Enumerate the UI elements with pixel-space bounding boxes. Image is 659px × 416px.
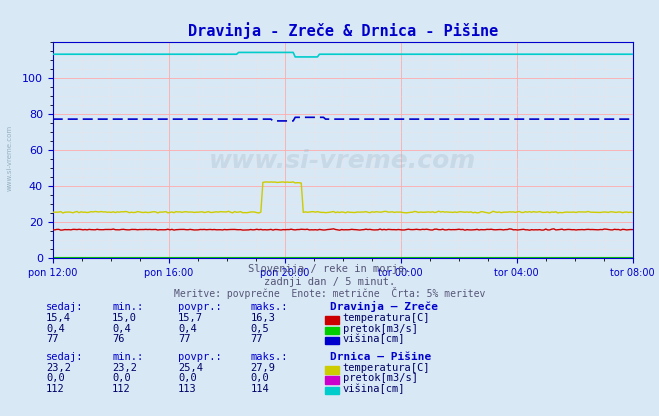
Text: Meritve: povprečne  Enote: metrične  Črta: 5% meritev: Meritve: povprečne Enote: metrične Črta:…: [174, 287, 485, 300]
Text: 23,2: 23,2: [112, 363, 137, 373]
Text: 15,0: 15,0: [112, 313, 137, 323]
Text: min.:: min.:: [112, 352, 143, 362]
Text: višina[cm]: višina[cm]: [343, 334, 405, 344]
Text: 25,4: 25,4: [178, 363, 203, 373]
Text: temperatura[C]: temperatura[C]: [343, 313, 430, 323]
Text: sedaj:: sedaj:: [46, 302, 84, 312]
Text: 0,0: 0,0: [250, 374, 269, 384]
Text: 0,4: 0,4: [112, 324, 130, 334]
Text: maks.:: maks.:: [250, 302, 288, 312]
Text: 0,5: 0,5: [250, 324, 269, 334]
Text: sedaj:: sedaj:: [46, 352, 84, 362]
Text: pretok[m3/s]: pretok[m3/s]: [343, 324, 418, 334]
Text: 77: 77: [46, 334, 59, 344]
Text: povpr.:: povpr.:: [178, 352, 221, 362]
Text: višina[cm]: višina[cm]: [343, 384, 405, 394]
Text: 0,0: 0,0: [178, 374, 196, 384]
Text: pretok[m3/s]: pretok[m3/s]: [343, 374, 418, 384]
Text: 112: 112: [46, 384, 65, 394]
Text: min.:: min.:: [112, 302, 143, 312]
Text: 23,2: 23,2: [46, 363, 71, 373]
Text: 113: 113: [178, 384, 196, 394]
Text: Dravinja – Zreče: Dravinja – Zreče: [330, 301, 438, 312]
Text: 112: 112: [112, 384, 130, 394]
Text: 0,4: 0,4: [178, 324, 196, 334]
Text: povpr.:: povpr.:: [178, 302, 221, 312]
Text: 15,7: 15,7: [178, 313, 203, 323]
Text: Drnica – Pišine: Drnica – Pišine: [330, 352, 431, 362]
Text: 0,0: 0,0: [112, 374, 130, 384]
Text: www.si-vreme.com: www.si-vreme.com: [7, 125, 13, 191]
Text: 76: 76: [112, 334, 125, 344]
Text: 27,9: 27,9: [250, 363, 275, 373]
Text: Slovenija / reke in morje.: Slovenija / reke in morje.: [248, 265, 411, 275]
Text: 0,4: 0,4: [46, 324, 65, 334]
Title: Dravinja - Zreče & Drnica - Pišine: Dravinja - Zreče & Drnica - Pišine: [188, 22, 498, 39]
Text: 15,4: 15,4: [46, 313, 71, 323]
Text: maks.:: maks.:: [250, 352, 288, 362]
Text: 114: 114: [250, 384, 269, 394]
Text: 0,0: 0,0: [46, 374, 65, 384]
Text: 77: 77: [178, 334, 190, 344]
Text: 77: 77: [250, 334, 263, 344]
Text: 16,3: 16,3: [250, 313, 275, 323]
Text: www.si-vreme.com: www.si-vreme.com: [209, 149, 476, 173]
Text: temperatura[C]: temperatura[C]: [343, 363, 430, 373]
Text: zadnji dan / 5 minut.: zadnji dan / 5 minut.: [264, 277, 395, 287]
